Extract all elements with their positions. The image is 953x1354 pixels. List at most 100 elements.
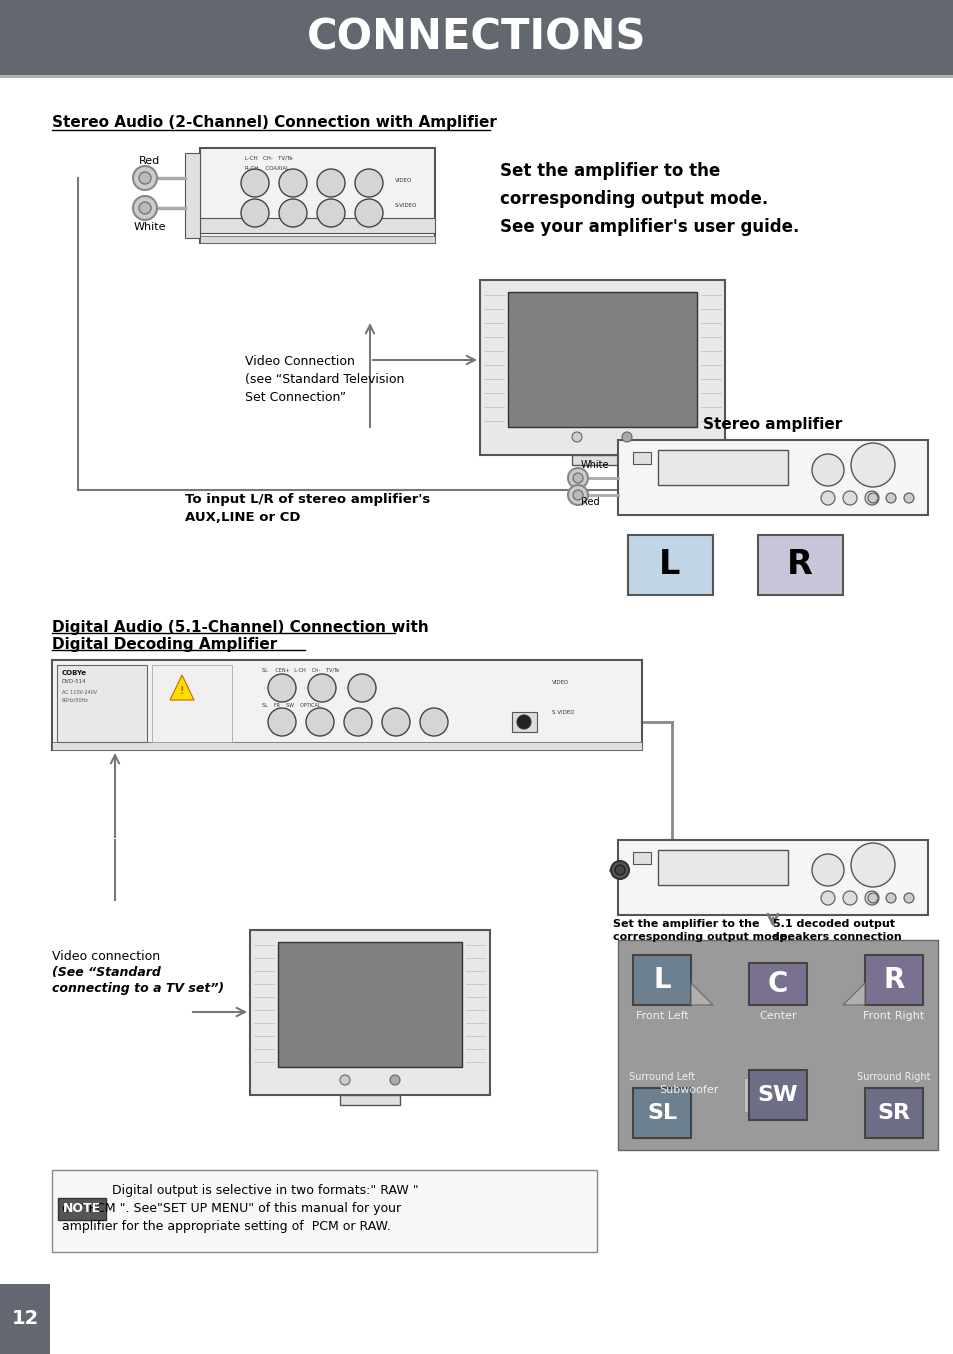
- Circle shape: [268, 674, 295, 701]
- Bar: [572, 455, 631, 464]
- Circle shape: [573, 473, 582, 483]
- Circle shape: [850, 844, 894, 887]
- Circle shape: [885, 493, 895, 502]
- Circle shape: [811, 454, 843, 486]
- Bar: [864, 1089, 923, 1137]
- Circle shape: [842, 891, 856, 904]
- Bar: [618, 940, 937, 1150]
- Bar: [864, 955, 923, 1005]
- Text: Surround Right: Surround Right: [857, 1072, 930, 1082]
- Bar: [758, 535, 842, 594]
- Text: White: White: [133, 222, 166, 232]
- Text: Front Left: Front Left: [635, 1011, 688, 1021]
- Circle shape: [308, 674, 335, 701]
- Circle shape: [390, 1075, 399, 1085]
- Circle shape: [821, 891, 834, 904]
- Circle shape: [355, 169, 382, 196]
- Text: Set the amplifier to the
corresponding output mode.
See your amplifier's user gu: Set the amplifier to the corresponding o…: [499, 162, 799, 236]
- Bar: [250, 930, 490, 1095]
- Text: AC 110V-240V: AC 110V-240V: [62, 691, 97, 695]
- Text: S-VIDEO: S-VIDEO: [395, 203, 416, 209]
- Bar: [633, 955, 690, 1005]
- Bar: [58, 1198, 106, 1220]
- Circle shape: [355, 199, 382, 227]
- Circle shape: [278, 169, 307, 196]
- Circle shape: [610, 861, 628, 879]
- Text: R-CH    COAXIAL: R-CH COAXIAL: [245, 167, 289, 171]
- Circle shape: [132, 196, 157, 219]
- Bar: [618, 839, 927, 915]
- Circle shape: [864, 492, 878, 505]
- Text: 12: 12: [11, 1309, 38, 1328]
- Circle shape: [339, 1075, 350, 1085]
- Circle shape: [850, 443, 894, 487]
- Circle shape: [567, 468, 587, 487]
- Text: Front Right: Front Right: [862, 1011, 923, 1021]
- Text: Stereo amplifier: Stereo amplifier: [702, 417, 841, 432]
- Circle shape: [621, 432, 631, 441]
- Text: DVD-514: DVD-514: [62, 678, 87, 684]
- Text: Red: Red: [580, 497, 599, 506]
- Text: Center: Center: [759, 1011, 796, 1021]
- Text: Video connection: Video connection: [52, 951, 160, 963]
- Polygon shape: [842, 983, 864, 1005]
- Text: COBYe: COBYe: [62, 670, 87, 676]
- Bar: [618, 440, 927, 515]
- Text: Digital Decoding Amplifier: Digital Decoding Amplifier: [52, 636, 277, 653]
- Text: White: White: [580, 460, 609, 470]
- Bar: [743, 1078, 748, 1112]
- Circle shape: [842, 492, 856, 505]
- Circle shape: [139, 202, 151, 214]
- Text: R: R: [882, 965, 903, 994]
- Bar: [0, 0, 953, 74]
- Polygon shape: [690, 983, 712, 1005]
- Circle shape: [903, 493, 913, 502]
- Circle shape: [268, 708, 295, 737]
- Text: To input L/R of stereo amplifier's
AUX,LINE or CD: To input L/R of stereo amplifier's AUX,L…: [185, 493, 430, 524]
- Text: Stereo Audio (2-Channel) Connection with Amplifier: Stereo Audio (2-Channel) Connection with…: [52, 115, 497, 130]
- Bar: [658, 850, 787, 886]
- Text: !: !: [179, 686, 184, 696]
- Bar: [339, 1095, 399, 1105]
- Text: (See “Standard: (See “Standard: [52, 965, 161, 979]
- Text: Set the amplifier to the
corresponding output mode.: Set the amplifier to the corresponding o…: [613, 919, 791, 942]
- Bar: [633, 852, 650, 864]
- Text: 60Hz/50Hz: 60Hz/50Hz: [62, 699, 89, 703]
- Bar: [479, 280, 724, 455]
- Circle shape: [517, 715, 531, 728]
- Circle shape: [885, 894, 895, 903]
- Bar: [507, 292, 697, 427]
- Text: SL: SL: [646, 1104, 677, 1122]
- Circle shape: [132, 167, 157, 190]
- Text: C: C: [767, 969, 787, 998]
- Circle shape: [867, 493, 877, 502]
- Text: amplifier for the appropriate setting of  PCM or RAW.: amplifier for the appropriate setting of…: [62, 1220, 390, 1233]
- Text: Digital Audio (5.1-Channel) Connection with: Digital Audio (5.1-Channel) Connection w…: [52, 620, 428, 635]
- Text: Red: Red: [139, 156, 160, 167]
- Bar: [52, 742, 641, 750]
- Bar: [277, 942, 461, 1067]
- Circle shape: [867, 894, 877, 903]
- Bar: [152, 665, 232, 742]
- Bar: [200, 148, 435, 242]
- Bar: [200, 218, 435, 233]
- Circle shape: [811, 854, 843, 886]
- Bar: [200, 236, 435, 242]
- Text: SL     CEN+   L-CH    Ch-    TV/Te: SL CEN+ L-CH Ch- TV/Te: [262, 668, 338, 672]
- Text: 5.1 decoded output
speakers connection: 5.1 decoded output speakers connection: [772, 919, 901, 942]
- Text: or " PCM ". See"SET UP MENU" of this manual for your: or " PCM ". See"SET UP MENU" of this man…: [62, 1202, 400, 1215]
- Circle shape: [615, 865, 624, 875]
- Bar: [185, 153, 200, 238]
- Text: Digital output is selective in two formats:" RAW ": Digital output is selective in two forma…: [112, 1183, 418, 1197]
- Text: NOTE: NOTE: [63, 1202, 101, 1216]
- Bar: [52, 1170, 597, 1252]
- Circle shape: [348, 674, 375, 701]
- Bar: [57, 665, 147, 742]
- Bar: [748, 1070, 806, 1120]
- Circle shape: [572, 432, 581, 441]
- Bar: [633, 1089, 690, 1137]
- Circle shape: [278, 199, 307, 227]
- Bar: [633, 452, 650, 464]
- Bar: [0, 74, 953, 79]
- Text: L-CH   CH-   TV/Te: L-CH CH- TV/Te: [245, 156, 293, 161]
